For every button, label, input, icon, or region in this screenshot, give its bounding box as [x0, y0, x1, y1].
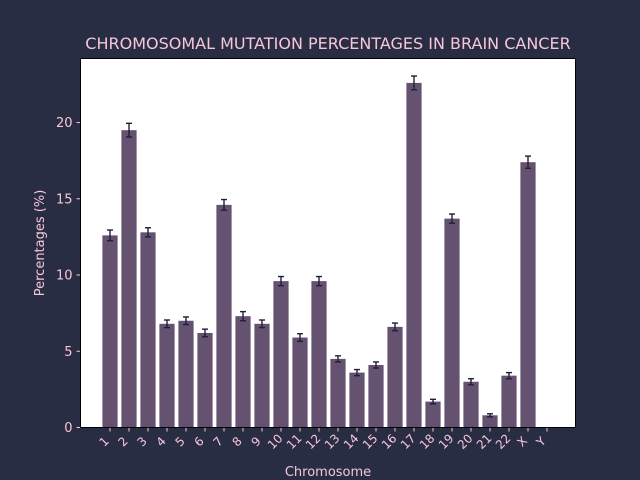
bar-15: [368, 364, 384, 428]
bar-19: [444, 218, 460, 428]
x-tick-label-10: 10: [265, 431, 286, 452]
error-bar-18: [430, 398, 436, 405]
plot-frame: [80, 58, 576, 428]
y-tick-label-15: 15: [56, 192, 73, 207]
x-tick-label-17: 17: [398, 431, 419, 452]
error-bar-15: [373, 361, 379, 369]
x-tick-label-4: 4: [154, 434, 169, 449]
error-bar-X: [525, 155, 531, 169]
error-bar-2: [126, 122, 132, 138]
bar-5: [178, 320, 194, 428]
x-tick-label-6: 6: [192, 434, 207, 449]
x-tick-label-11: 11: [284, 431, 305, 452]
bars-group: [102, 75, 536, 428]
bar-16: [387, 326, 403, 428]
y-axis-label: Percentages (%): [33, 190, 48, 297]
error-bar-20: [468, 378, 474, 386]
error-bar-6: [202, 328, 208, 338]
bar-3: [140, 232, 156, 428]
chart-title: CHROMOSOMAL MUTATION PERCENTAGES IN BRAI…: [85, 34, 570, 53]
y-tick-label-0: 0: [64, 421, 72, 436]
bar-10: [273, 281, 289, 428]
bar-20: [463, 381, 479, 428]
x-tick-label-2: 2: [116, 434, 131, 449]
x-tick-label-16: 16: [379, 431, 400, 452]
error-bar-7: [221, 198, 227, 211]
error-bar-14: [354, 368, 360, 377]
x-tick-label-3: 3: [135, 434, 150, 449]
x-tick-label-18: 18: [417, 431, 438, 452]
bar-2: [121, 130, 137, 428]
x-tick-label-7: 7: [211, 434, 226, 449]
error-bar-12: [316, 275, 322, 287]
x-tick-label-20: 20: [455, 431, 476, 452]
bar-6: [197, 332, 213, 428]
error-bar-17: [411, 75, 417, 91]
error-bar-10: [278, 275, 284, 287]
x-axis-label: Chromosome: [285, 465, 371, 480]
error-bar-4: [164, 319, 170, 329]
x-tick-label-19: 19: [436, 431, 457, 452]
error-bar-19: [449, 213, 455, 224]
y-tick-label-20: 20: [56, 116, 73, 131]
error-bar-16: [392, 322, 398, 332]
x-tick-label-14: 14: [341, 431, 362, 452]
y-tick-label-10: 10: [56, 269, 73, 284]
x-tick-label-21: 21: [474, 431, 495, 452]
bar-9: [254, 323, 270, 428]
x-tick-label-5: 5: [173, 434, 188, 449]
bar-11: [292, 337, 308, 428]
bar-13: [330, 358, 346, 428]
bar-18: [425, 401, 441, 428]
x-tick-label-13: 13: [322, 431, 343, 452]
x-tick-label-9: 9: [249, 434, 264, 449]
error-bar-9: [259, 319, 265, 329]
error-bar-1: [107, 229, 113, 242]
y-axis: 0 5 10 15 20: [56, 116, 81, 436]
bar-12: [311, 281, 327, 428]
error-bar-21: [487, 413, 493, 418]
error-bar-22: [506, 371, 512, 380]
bar-17: [406, 82, 422, 428]
x-tick-label-1: 1: [97, 434, 112, 449]
x-tick-label-15: 15: [360, 431, 381, 452]
bar-7: [216, 204, 232, 428]
bar-X: [520, 162, 536, 428]
y-tick-label-5: 5: [64, 345, 72, 360]
x-tick-label-22: 22: [493, 431, 514, 452]
error-bar-8: [240, 310, 246, 322]
bar-1: [102, 235, 118, 428]
error-bar-11: [297, 333, 303, 343]
x-tick-label-X: X: [514, 434, 530, 450]
bar-4: [159, 323, 175, 428]
bar-8: [235, 316, 251, 428]
bar-21: [482, 415, 498, 428]
x-tick-label-8: 8: [230, 434, 245, 449]
bar-22: [501, 375, 517, 428]
error-bar-3: [145, 227, 151, 238]
bar-14: [349, 372, 365, 428]
x-tick-label-12: 12: [303, 431, 324, 452]
error-bar-5: [183, 316, 189, 326]
error-bar-13: [335, 355, 341, 363]
x-tick-label-Y: Y: [533, 434, 549, 450]
